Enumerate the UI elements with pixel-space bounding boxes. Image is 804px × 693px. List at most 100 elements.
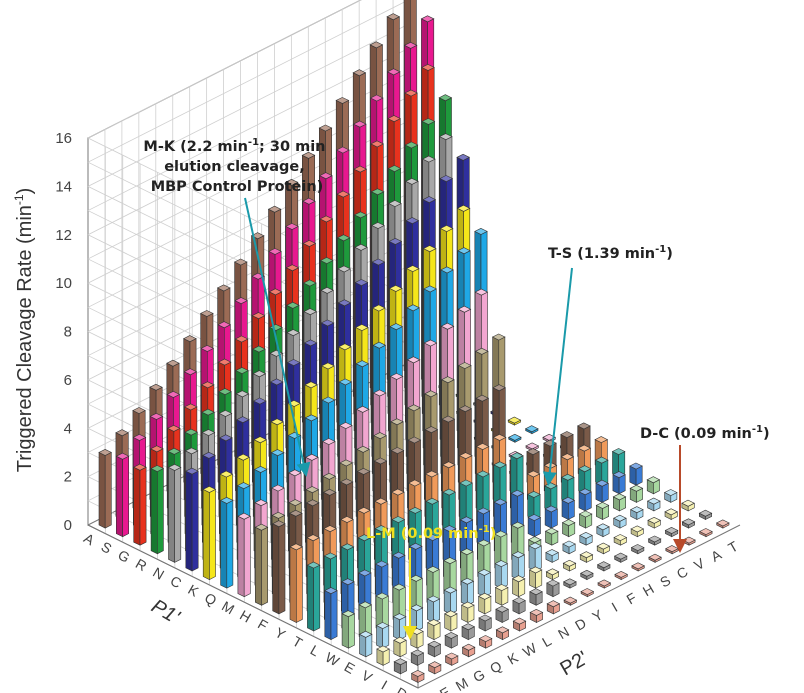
bar-top-face: [596, 542, 611, 550]
bar-top-face: [460, 601, 475, 609]
bar-side-face: [261, 526, 269, 606]
bar-top-face: [494, 560, 509, 567]
p1-tick-label: C: [168, 572, 185, 591]
bar-top-face: [200, 344, 215, 352]
bar: [578, 510, 593, 529]
gridline: [87, 23, 411, 187]
bar: [595, 479, 609, 503]
bar-side-face: [348, 613, 355, 649]
bar-top-face: [477, 568, 492, 576]
bar-top-face: [372, 389, 387, 397]
bar-top-face: [493, 498, 508, 506]
bar: [529, 608, 544, 623]
bar: [561, 519, 576, 538]
bar: [629, 462, 643, 486]
bar-front-face: [289, 546, 297, 623]
bar-top-face: [441, 415, 456, 423]
bar: [613, 552, 628, 563]
bar: [613, 514, 627, 529]
z-tick-label: 16: [55, 130, 72, 147]
bar-front-face: [272, 523, 280, 615]
bar-top-face: [352, 120, 367, 128]
bar-top-face: [270, 449, 285, 457]
bar-top-face: [337, 265, 351, 273]
bar-top-face: [405, 265, 420, 272]
bar: [512, 597, 526, 615]
bar-top-face: [352, 69, 367, 77]
bar-top-face: [422, 245, 437, 253]
bar: [716, 519, 730, 529]
bar-top-face: [426, 565, 440, 573]
bar-top-face: [577, 444, 592, 452]
bar-top-face: [563, 578, 577, 586]
bar: [507, 416, 522, 426]
p1-tick-label: R: [133, 555, 150, 574]
bar-top-face: [439, 175, 454, 182]
bar-top-face: [491, 333, 506, 341]
bar-top-face: [427, 619, 441, 627]
bar-top-face: [544, 527, 559, 535]
bar-top-face: [302, 197, 316, 205]
bar-top-face: [372, 341, 387, 349]
bar-front-face: [255, 526, 262, 606]
bar-top-face: [563, 596, 578, 604]
bar-top-face: [578, 488, 592, 496]
bar-top-face: [341, 610, 356, 618]
bar-top-face: [425, 497, 440, 505]
bar: [392, 613, 407, 641]
bar: [578, 488, 592, 512]
bar-top-face: [133, 463, 147, 471]
bar-top-face: [372, 304, 386, 312]
bar-top-face: [460, 577, 475, 585]
bar-top-face: [271, 511, 286, 519]
bar: [460, 577, 475, 606]
bar-top-face: [285, 264, 300, 272]
bar-side-face: [278, 523, 286, 615]
bar-side-face: [433, 598, 441, 623]
bar-top-face: [476, 470, 490, 478]
bar-top-face: [286, 359, 301, 366]
bar: [594, 456, 609, 486]
bar-top-face: [438, 94, 453, 102]
bar-top-face: [492, 384, 506, 392]
bar-top-face: [507, 416, 522, 424]
bar-side-face: [450, 589, 457, 615]
bar-top-face: [336, 190, 351, 198]
bar-top-face: [527, 536, 542, 544]
bar-top-face: [166, 390, 181, 398]
bar-side-face: [174, 466, 182, 563]
bar-top-face: [474, 288, 489, 296]
bar-top-face: [323, 552, 338, 560]
p1-axis-label: P1': [148, 595, 185, 629]
bar: [478, 635, 493, 649]
bar-top-face: [613, 534, 628, 541]
bar-top-face: [322, 488, 337, 496]
bar-top-face: [305, 486, 320, 494]
bar: [545, 568, 560, 581]
bar-top-face: [494, 584, 509, 591]
bar-top-face: [511, 575, 526, 583]
bar-side-face: [226, 499, 234, 589]
bar-top-face: [254, 499, 268, 507]
bar-top-face: [646, 497, 661, 505]
bar-top-face: [354, 279, 369, 286]
p2-tick-label: F: [624, 589, 639, 607]
bar: [546, 600, 561, 615]
bar: [512, 617, 527, 632]
bar-top-face: [423, 285, 437, 293]
bar-front-face: [307, 564, 315, 632]
bar-top-face: [184, 428, 198, 436]
bar-top-face: [459, 516, 474, 524]
bar: [529, 588, 543, 606]
bar: [461, 643, 476, 658]
bar-top-face: [388, 237, 403, 245]
bar-top-face: [234, 297, 248, 305]
bar-top-face: [387, 115, 401, 123]
bar-top-face: [200, 310, 214, 317]
bar-top-face: [251, 312, 266, 320]
p1-tick-label: W: [323, 649, 343, 670]
bar-top-face: [613, 552, 628, 560]
bar-top-face: [355, 360, 370, 368]
bar: [646, 476, 661, 495]
bar-top-face: [423, 339, 438, 347]
